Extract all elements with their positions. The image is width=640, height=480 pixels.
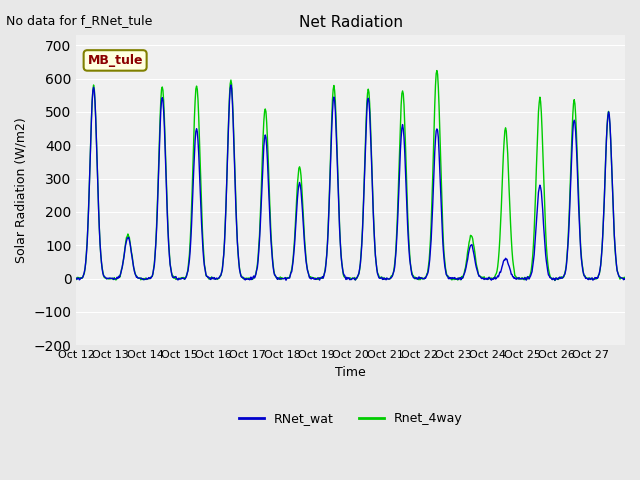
Title: Net Radiation: Net Radiation (299, 15, 403, 30)
Text: MB_tule: MB_tule (88, 54, 143, 67)
Text: No data for f_RNet_tule: No data for f_RNet_tule (6, 14, 153, 27)
X-axis label: Time: Time (335, 366, 366, 379)
Y-axis label: Solar Radiation (W/m2): Solar Radiation (W/m2) (15, 118, 28, 263)
Legend: RNet_wat, Rnet_4way: RNet_wat, Rnet_4way (234, 407, 468, 430)
